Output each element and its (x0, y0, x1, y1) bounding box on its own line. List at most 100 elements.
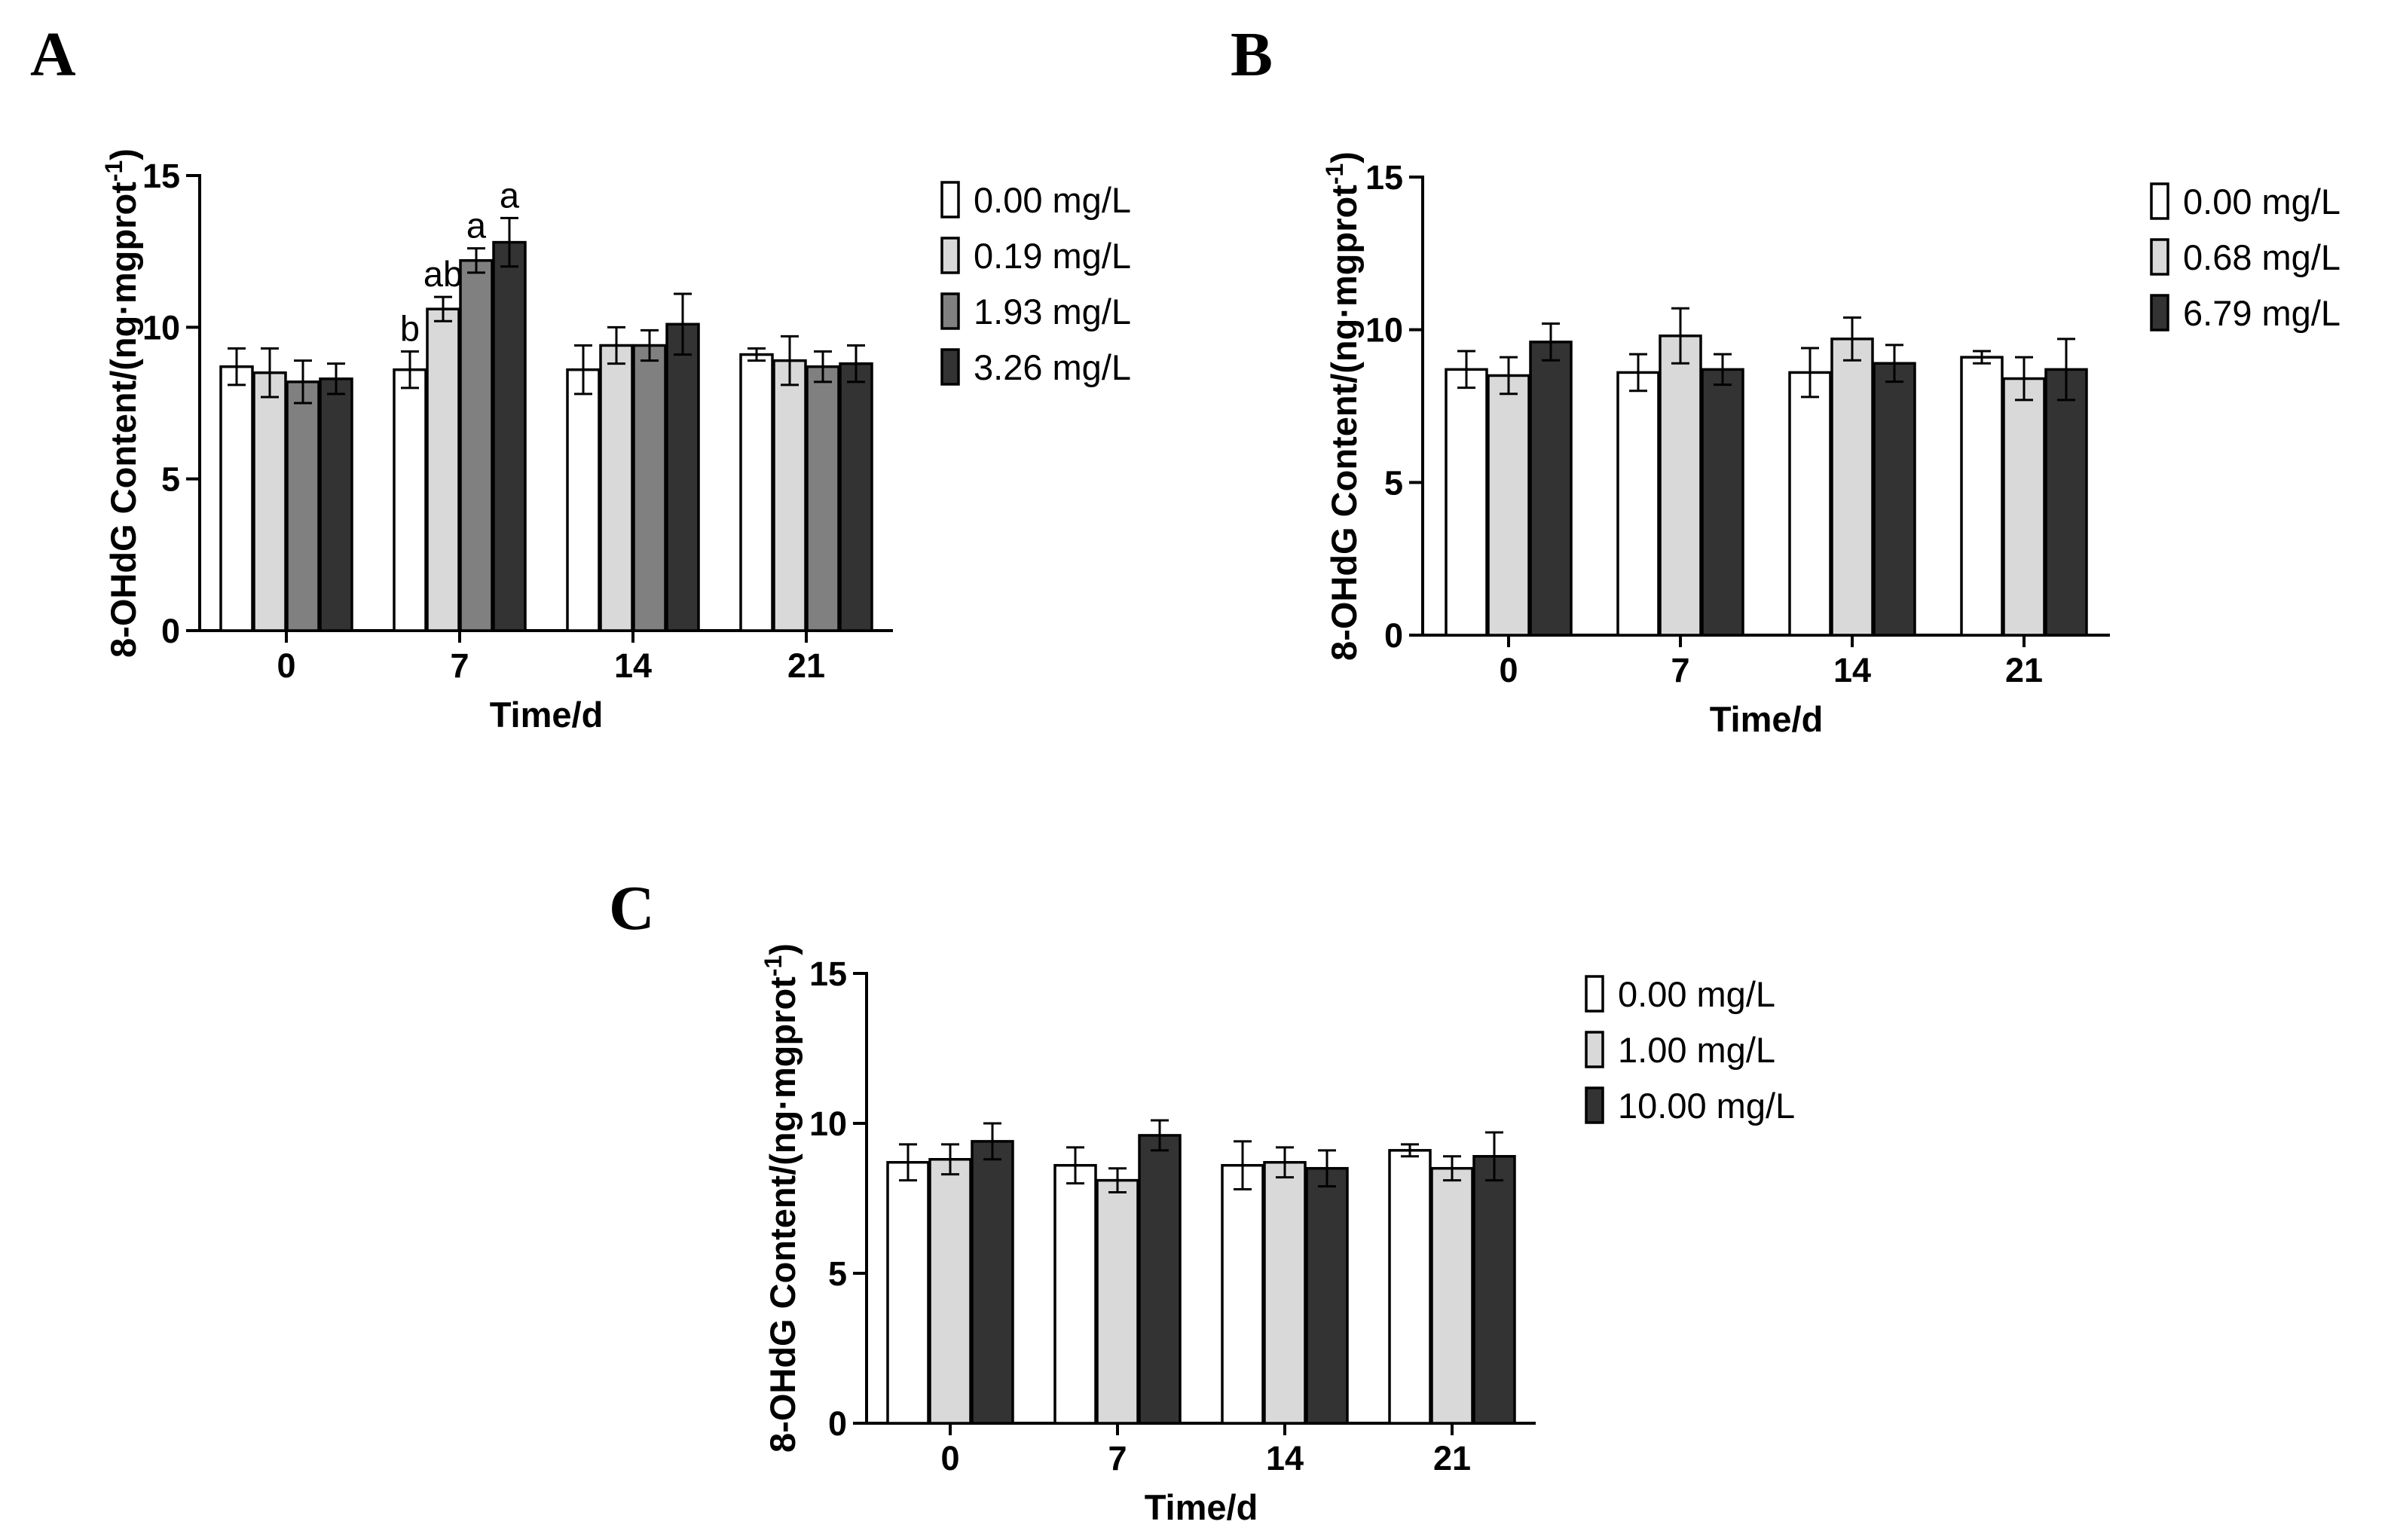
panel-c-letter: C (609, 873, 655, 943)
panel-c-y-tick-label: 5 (828, 1254, 847, 1293)
panel-c-bar (1388, 1149, 1432, 1425)
panel-c-legend-swatch (1585, 1086, 1604, 1124)
panel-b-legend-swatch (2150, 294, 2169, 332)
panel-a-bar (393, 368, 427, 632)
panel-b-legend-swatch (2150, 238, 2169, 276)
panel-b-y-axis-title: 8-OHdG Content/(ng·mgprot-1) (1321, 151, 1364, 661)
panel-c-x-tick-label: 21 (1433, 1439, 1471, 1477)
panel-c-bar (928, 1158, 972, 1425)
panel-a-legend-swatch (940, 348, 960, 386)
panel-b-x-tick-label: 0 (1499, 651, 1518, 689)
panel-c-legend-swatch (1585, 1031, 1604, 1068)
panel-b: B 0 5 10 15 0 7 14 21 Time/d 8-OHdG Content/(ng·mg… (1231, 20, 2340, 739)
panel-a-bar (492, 240, 527, 632)
panel-a-letter: A (30, 20, 76, 90)
panel-c-legend-label: 0.00 mg/L (1618, 974, 1775, 1014)
panel-b-bar (1529, 341, 1573, 637)
panel-b-y-tick-label: 0 (1384, 616, 1403, 655)
panel-a-x-tick-label: 7 (450, 646, 469, 685)
panel-a-x-tick-label: 14 (614, 646, 652, 685)
panel-b-x-tick-label: 14 (1833, 651, 1871, 689)
panel-a-legend-swatch (940, 181, 960, 218)
panel-b-x-axis-title: Time/d (1710, 699, 1824, 739)
panel-a-y-tick-label: 10 (142, 308, 180, 347)
panel-c-x-tick-label: 0 (940, 1439, 959, 1477)
panel-c-y-tick-label: 0 (828, 1404, 847, 1443)
panel-b-bar (1873, 362, 1916, 637)
panel-a-bar (252, 371, 287, 632)
panel-b-bar (1960, 356, 2004, 637)
panel-a-significance-label: a (500, 175, 520, 215)
panel-c-legend-swatch (1585, 975, 1604, 1013)
panel-a-x-tick-label: 21 (787, 646, 825, 685)
panel-a-bar (219, 365, 254, 632)
panel-a-significance-label: a (466, 206, 487, 246)
panel-b-y-tick-label: 10 (1365, 311, 1403, 350)
panel-a-bar (739, 353, 774, 632)
panel-c: C 0 5 10 15 0 7 14 21 Time/d 8-OHdG Content/(ng·mg… (609, 873, 1795, 1527)
panel-c-bar (1305, 1166, 1349, 1425)
panel-a-bar (459, 258, 494, 632)
panel-c-bar (1053, 1163, 1097, 1425)
panel-a-bar (599, 344, 634, 632)
panel-a-bar (286, 380, 320, 632)
panel-c-bar (1430, 1166, 1474, 1425)
panel-a-bar (839, 362, 873, 632)
panel-a-legend-swatch (940, 292, 960, 330)
panel-b-legend-label: 0.68 mg/L (2183, 237, 2340, 277)
panel-a-legend-label: 0.00 mg/L (974, 180, 1131, 220)
panel-c-bar (971, 1140, 1014, 1425)
panel-b-bar (1701, 368, 1744, 637)
panel-c-legend-label: 1.00 mg/L (1618, 1030, 1775, 1070)
panel-a-bar (665, 322, 700, 632)
panel-a-legend-label: 0.19 mg/L (974, 236, 1131, 276)
panel-a-bar (566, 368, 601, 632)
panel-a-bar (632, 344, 667, 632)
panel-c-bar (1472, 1155, 1516, 1425)
panel-a-legend-label: 3.26 mg/L (974, 347, 1131, 387)
panel-b-bar (1616, 371, 1660, 637)
panel-b-bar (2044, 368, 2088, 637)
panel-c-x-tick-label: 14 (1266, 1439, 1304, 1477)
panel-a-bar (426, 307, 460, 632)
panel-b-bar (2002, 377, 2046, 637)
panel-b-x-tick-label: 7 (1671, 651, 1689, 689)
panel-a-y-tick-label: 15 (142, 157, 180, 195)
panel-a-significance-label: ab (423, 254, 463, 294)
panel-c-x-tick-label: 7 (1108, 1439, 1127, 1477)
panel-b-bar (1830, 338, 1874, 637)
panel-c-x-axis-title: Time/d (1145, 1487, 1258, 1527)
panel-a-x-axis-title: Time/d (490, 695, 604, 735)
panel-b-legend-swatch (2150, 182, 2169, 220)
panel-b-legend-label: 6.79 mg/L (2183, 293, 2340, 333)
panel-b-bar (1445, 368, 1488, 637)
panel-a-y-axis-title: 8-OHdG Content/(ng·mgprot-1) (100, 148, 143, 658)
panel-b-bar (1788, 371, 1832, 637)
panel-b-legend-label: 0.00 mg/L (2183, 182, 2340, 222)
panel-b-x-tick-label: 21 (2005, 651, 2043, 689)
panel-c-bar (1221, 1163, 1264, 1425)
panel-b-y-tick-label: 5 (1384, 463, 1403, 502)
panel-c-bar (1263, 1160, 1307, 1425)
panel-b-letter: B (1231, 20, 1273, 90)
panel-a-legend-label: 1.93 mg/L (974, 292, 1131, 332)
panel-a-significance-label: b (400, 309, 420, 349)
panel-a-x-tick-label: 0 (277, 646, 295, 685)
panel-b-bar (1487, 374, 1530, 637)
panel-a-legend-swatch (940, 237, 960, 274)
panel-c-bar (1096, 1178, 1139, 1425)
panel-c-bar (886, 1160, 930, 1425)
panel-b-bar (1659, 335, 1702, 637)
panel-c-y-tick-label: 10 (809, 1105, 847, 1143)
panel-c-bar (1138, 1134, 1182, 1425)
panel-b-y-tick-label: 15 (1365, 158, 1403, 197)
panel-c-legend-label: 10.00 mg/L (1618, 1086, 1795, 1126)
panel-a-y-tick-label: 0 (161, 612, 180, 650)
panel-a-bar (772, 359, 807, 632)
panel-c-y-tick-label: 15 (809, 955, 847, 993)
panel-a-bar (806, 365, 840, 632)
panel-c-y-axis-title: 8-OHdG Content/(ng·mgprot-1) (760, 943, 803, 1453)
panel-a-bar (319, 377, 353, 632)
